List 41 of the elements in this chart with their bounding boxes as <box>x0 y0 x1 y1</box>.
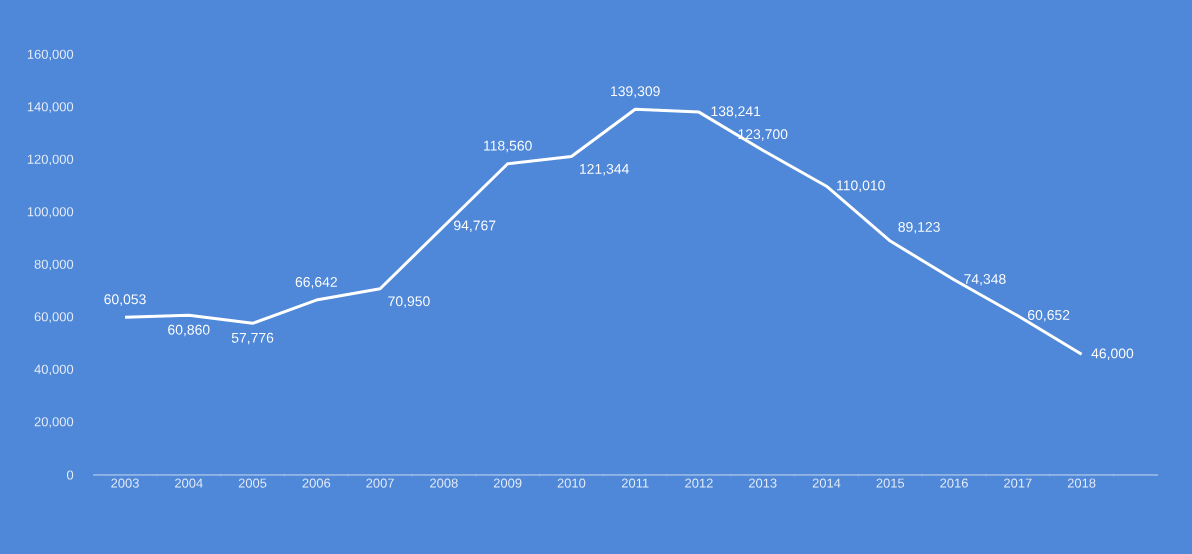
y-tick-label: 20,000 <box>34 417 74 428</box>
text: 138,241 <box>711 106 761 118</box>
x-tick-label: 2003 <box>111 478 139 488</box>
text: 123,700 <box>738 129 788 141</box>
text: 94,767 <box>454 220 496 232</box>
x-tick-label: 2017 <box>1004 478 1032 488</box>
x-tick-label: 2015 <box>876 478 905 488</box>
text: 74,348 <box>964 274 1006 286</box>
text: 70,950 <box>388 296 430 308</box>
text: 66,642 <box>295 276 337 289</box>
text: 60,652 <box>1028 310 1070 322</box>
text: 139,309 <box>611 86 660 98</box>
x-tick-label: 2011 <box>621 478 649 488</box>
x-tick-label: 2007 <box>366 478 394 488</box>
y-tick-label: 80,000 <box>34 259 74 271</box>
text: 46,000 <box>1091 348 1134 360</box>
x-tick-label: 2006 <box>302 478 331 488</box>
y-tick-label: 140,000 <box>27 102 74 113</box>
y-tick-label: 40,000 <box>34 364 74 376</box>
y-tick-label: 0 <box>66 470 74 480</box>
x-tick-label: 2013 <box>748 478 777 488</box>
x-tick-label: 2010 <box>557 478 586 488</box>
x-tick-label: 2014 <box>812 478 841 488</box>
x-tick-label: 2005 <box>238 478 267 488</box>
x-tick-label: 2016 <box>940 478 968 488</box>
x-tick-label: 2009 <box>493 478 522 488</box>
text: 118,560 <box>484 140 532 153</box>
text: 89,123 <box>898 221 940 234</box>
x-tick-label: 2012 <box>685 478 713 488</box>
x-tick-label: 2018 <box>1067 478 1096 488</box>
y-tick-label: 100,000 <box>27 207 74 218</box>
y-tick-label: 60,000 <box>34 312 74 323</box>
y-tick-label: 120,000 <box>27 154 74 166</box>
x-tick-label: 2004 <box>175 478 203 488</box>
text: 57,776 <box>231 332 274 345</box>
x-tick-label: 2008 <box>430 478 458 488</box>
y-tick-label: 160,000 <box>27 49 74 61</box>
text: 60,860 <box>168 324 210 337</box>
text: 60,053 <box>104 294 146 306</box>
text: 110,010 <box>837 180 885 192</box>
text: 121,344 <box>579 163 629 176</box>
